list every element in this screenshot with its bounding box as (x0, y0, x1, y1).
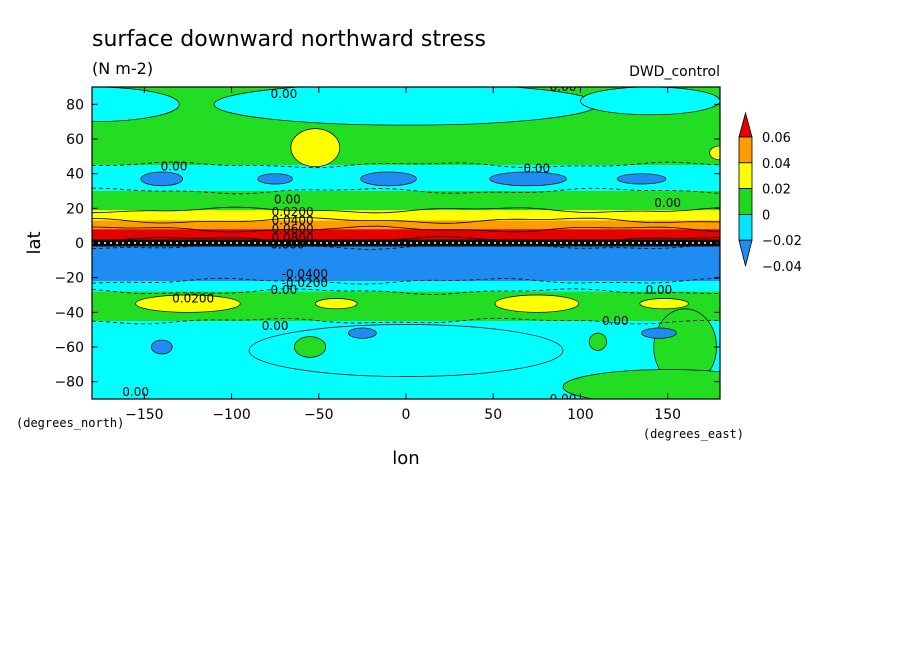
contour-line-4 (92, 236, 720, 243)
contour-feature-8 (489, 171, 567, 187)
contour-feature-6 (257, 173, 293, 185)
contour-label-2: 0.00 (161, 160, 188, 174)
y-tick-label-4: 0 (75, 236, 84, 252)
colorbar-box-1 (738, 162, 753, 190)
y-tick-label-2: −40 (54, 305, 84, 321)
contour-feature-2 (580, 87, 720, 116)
zonal-band-8 (92, 191, 720, 211)
y-tick-label-3: −20 (54, 271, 84, 287)
colorbar-label-1: −0.02 (762, 234, 802, 249)
zonal-band-5 (92, 229, 720, 240)
y-ticks: −80 −60 −40 −20 0 20 40 60 80 (54, 97, 720, 391)
chart-title: surface downward northward stress (92, 27, 486, 52)
contour-label-5: 0.00 (274, 193, 301, 207)
contour-label-12: -0.0200 (282, 276, 328, 290)
contour-feature-19 (150, 339, 173, 355)
x-tick-label-5: 100 (567, 407, 594, 423)
contour-feature-13 (639, 298, 689, 310)
y-axis-label: lat (24, 231, 45, 254)
colorbar-box-3 (738, 213, 753, 241)
y-tick-label-8: 80 (66, 97, 84, 113)
x-axis-label: lon (392, 448, 419, 469)
contour-feature-16 (588, 332, 607, 351)
colorbar-extend-top (738, 111, 753, 138)
contour-line-7 (92, 206, 720, 214)
contour-feature-10 (135, 294, 241, 313)
colorbar: −0.04 −0.02 0 0.02 0.04 0.06 (738, 111, 802, 275)
zonal-band-7 (92, 210, 720, 221)
contour-features (92, 87, 720, 399)
dataset-label: DWD_control (629, 64, 720, 80)
contour-feature-11 (314, 298, 358, 310)
colorbar-label-2: 0 (762, 208, 770, 223)
contour-feature-7 (360, 171, 417, 187)
contour-label-11: -0.0400 (282, 267, 328, 281)
contour-label-13: 0.00 (271, 283, 298, 297)
contour-label-0: 0.00 (271, 87, 298, 101)
contour-feature-3 (290, 128, 341, 168)
contour-label-3: 0.00 (523, 161, 550, 175)
colorbar-label-3: 0.02 (762, 183, 791, 198)
contour-feature-21 (641, 327, 677, 339)
colorbar-label-5: 0.06 (762, 131, 791, 146)
plot-area: 0.00 0.000.00 0.000.000.000.02000.04000.06… (92, 80, 720, 406)
contour-feature-20 (348, 327, 377, 339)
x-ticks: −150 −100 −50 0 50 100 150 (125, 87, 681, 423)
x-tick-label-4: 50 (484, 407, 502, 423)
zonal-band-6 (92, 220, 720, 230)
x-tick-label-6: 150 (654, 407, 681, 423)
y-units-label: (degrees_north) (16, 416, 124, 430)
contour-feature-12 (494, 294, 580, 313)
contour-label-6: 0.0200 (272, 205, 314, 219)
contour-lines (92, 161, 720, 325)
y-tick-label-0: −80 (54, 375, 84, 391)
contour-label-9: 0.0800 (272, 231, 314, 245)
x-tick-label-0: −150 (125, 407, 163, 423)
colorbar-box-2 (738, 188, 753, 215)
y-tick-label-1: −60 (54, 340, 84, 356)
contour-feature-14 (248, 324, 564, 377)
contour-label-4: 0.00 (654, 196, 681, 210)
contour-label-17: 0.00 (262, 319, 289, 333)
colorbar-box-0 (738, 136, 753, 164)
contour-label-1: 0.00 (550, 80, 577, 94)
y-tick-label-6: 40 (66, 167, 84, 183)
contour-feature-0 (92, 87, 180, 123)
units-label: (N m-2) (92, 59, 153, 78)
x-tick-label-3: 0 (402, 407, 411, 423)
contour-label-18: 0.00 (122, 385, 149, 399)
x-units-label: (degrees_east) (643, 427, 744, 441)
y-tick-label-5: 20 (66, 201, 84, 217)
contour-line-5 (92, 225, 720, 233)
contour-label-14: 0.0200 (172, 291, 214, 305)
contour-feature-15 (294, 336, 327, 358)
contour-label-15: 0.00 (646, 283, 673, 297)
contour-labels: 0.00 0.000.00 0.000.000.000.02000.04000.06… (122, 80, 681, 406)
zonal-band-3 (92, 246, 720, 282)
contour-feature-5 (140, 171, 184, 187)
x-tick-label-1: −100 (212, 407, 250, 423)
colorbar-label-0: −0.04 (762, 260, 802, 275)
contour-label-19: 0.00 (550, 392, 577, 406)
contour-feature-9 (616, 173, 667, 185)
contour-label-8: 0.0600 (272, 222, 314, 236)
colorbar-label-4: 0.04 (762, 157, 791, 172)
contour-label-10: 0.000 (270, 238, 304, 252)
x-tick-label-2: −50 (304, 407, 334, 423)
contour-label-7: 0.0400 (272, 213, 314, 227)
colorbar-extend-bottom (738, 239, 753, 267)
y-tick-label-7: 60 (66, 132, 84, 148)
contour-label-16: 0.00 (602, 314, 629, 328)
contour-line-6 (92, 217, 720, 224)
zonal-band-2 (92, 281, 720, 292)
contour-feature-18 (562, 369, 720, 399)
